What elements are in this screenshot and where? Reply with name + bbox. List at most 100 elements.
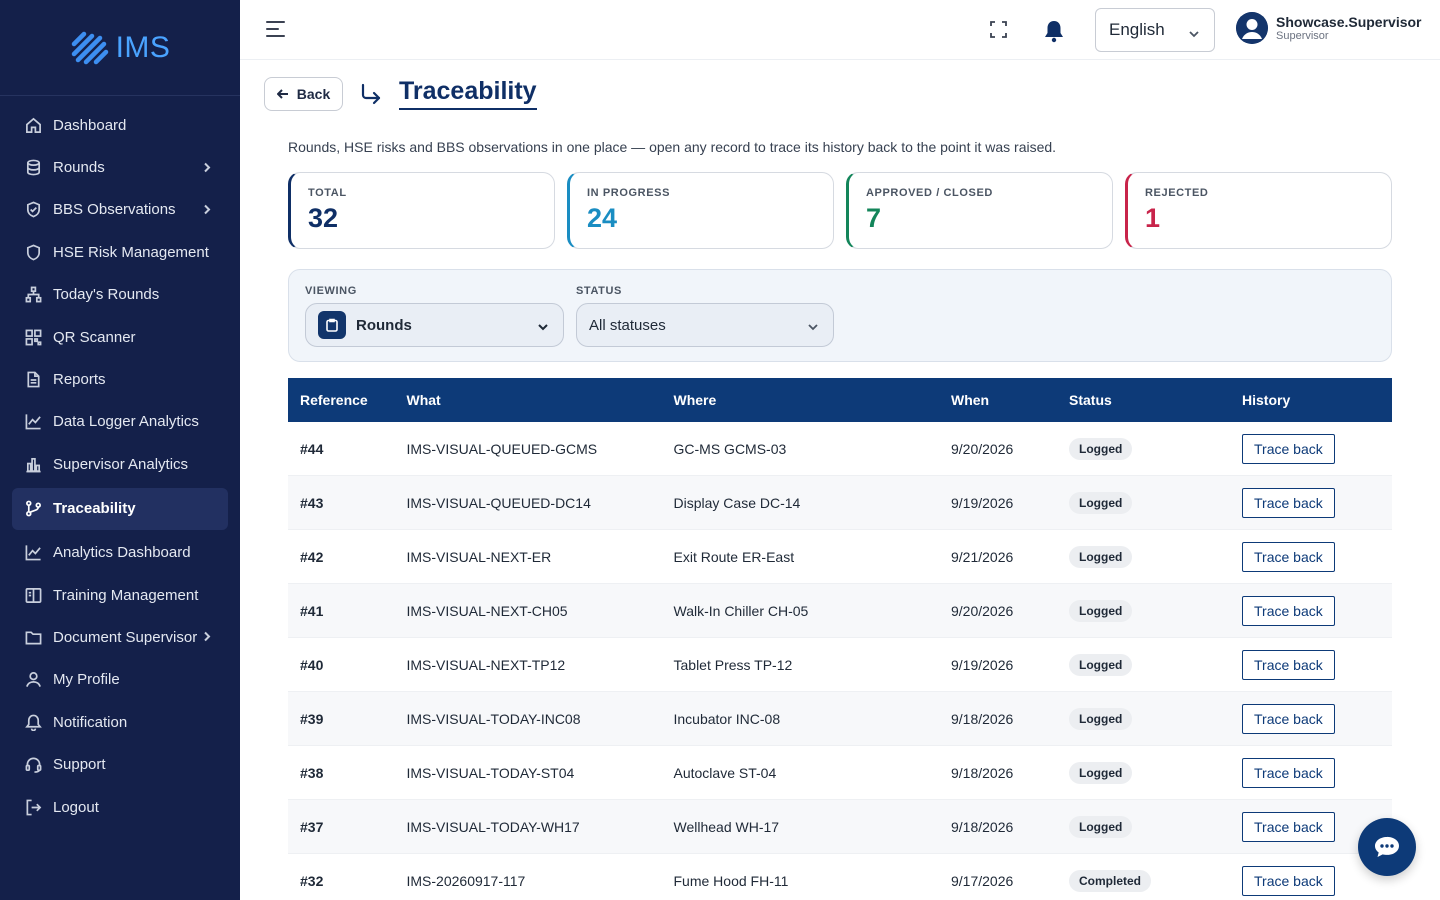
- back-button[interactable]: Back: [264, 77, 343, 111]
- chevron-right-icon: [202, 201, 212, 218]
- trace-back-button[interactable]: Trace back: [1242, 541, 1335, 572]
- line-chart-icon: [24, 413, 42, 431]
- trace-back-button[interactable]: Trace back: [1242, 703, 1335, 734]
- cell-what: IMS-VISUAL-TODAY-WH17: [406, 818, 580, 835]
- sidebar-item-support[interactable]: Support: [0, 743, 240, 785]
- sidebar-item-my-profile[interactable]: My Profile: [0, 659, 240, 701]
- cell-where: Walk-In Chiller CH-05: [673, 602, 809, 619]
- trace-back-button[interactable]: Trace back: [1242, 433, 1335, 464]
- status-badge: Completed: [1069, 869, 1152, 892]
- sidebar-item-document-supervisor[interactable]: Document Supervisor: [0, 616, 240, 658]
- menu-toggle-icon[interactable]: [266, 21, 285, 37]
- chevron-right-icon: [202, 159, 212, 176]
- cell-what: IMS-VISUAL-TODAY-ST04: [406, 764, 575, 781]
- filter-panel: VIEWING Rounds STATUS All statuses: [288, 269, 1392, 362]
- sidebar-item-qr-scanner[interactable]: QR Scanner: [0, 316, 240, 358]
- sidebar-item-label: Notification: [53, 713, 128, 731]
- language-value: English: [1109, 20, 1165, 39]
- sidebar-item-dashboard[interactable]: Dashboard: [0, 104, 240, 146]
- trace-back-button[interactable]: Trace back: [1242, 595, 1335, 626]
- sidebar-item-analytics-dashboard[interactable]: Analytics Dashboard: [0, 532, 240, 574]
- cell-reference: #42: [300, 548, 324, 565]
- cell-what: IMS-VISUAL-NEXT-TP12: [406, 656, 566, 673]
- cell-when: 9/18/2026: [951, 818, 1014, 835]
- cell-where: Wellhead WH-17: [673, 818, 780, 835]
- status-badge: Logged: [1069, 761, 1133, 784]
- sidebar-item-traceability[interactable]: Traceability: [12, 487, 228, 530]
- qr-code-icon: [24, 328, 42, 346]
- sidebar-item-rounds[interactable]: Rounds: [0, 146, 240, 188]
- table-row: #41 IMS-VISUAL-NEXT-CH05 Walk-In Chiller C…: [288, 584, 1392, 638]
- notification-bell-icon[interactable]: [1043, 19, 1065, 43]
- user-menu[interactable]: Showcase.Supervisor Supervisor: [1236, 12, 1422, 44]
- shield-icon: [24, 243, 42, 261]
- sidebar-item-label: Reports: [53, 371, 106, 389]
- sidebar-item-data-logger-analytics[interactable]: Data Logger Analytics: [0, 401, 240, 443]
- top-header: English Showcase.Supervisor Supervisor: [240, 0, 1440, 60]
- sidebar-item-reports[interactable]: Reports: [0, 358, 240, 400]
- cell-when: 9/19/2026: [951, 656, 1014, 673]
- cell-when: 9/18/2026: [951, 710, 1014, 727]
- stat-card-total: TOTAL 32: [288, 172, 555, 249]
- sidebar-item-bbs-observations[interactable]: BBS Observations: [0, 189, 240, 231]
- app-logo[interactable]: IMS: [0, 0, 240, 96]
- table-row: #37 IMS-VISUAL-TODAY-WH17 Wellhead WH-17 9/…: [288, 800, 1392, 854]
- table-row: #40 IMS-VISUAL-NEXT-TP12 Tablet Press TP-1…: [288, 638, 1392, 692]
- viewing-select[interactable]: Rounds: [305, 303, 564, 347]
- sidebar-item-supervisor-analytics[interactable]: Supervisor Analytics: [0, 443, 240, 485]
- cell-when: 9/20/2026: [951, 440, 1014, 457]
- table-row: #39 IMS-VISUAL-TODAY-INC08 Incubator INC-0…: [288, 692, 1392, 746]
- main-content: Back Traceability Rounds, HSE risks and …: [240, 60, 1440, 900]
- cell-when: 9/18/2026: [951, 764, 1014, 781]
- sidebar-item-label: Dashboard: [53, 116, 127, 134]
- cell-reference: #39: [300, 710, 324, 727]
- cell-where: Display Case DC-14: [673, 494, 801, 511]
- cell-where: Autoclave ST-04: [673, 764, 777, 781]
- cell-reference: #43: [300, 494, 324, 511]
- fullscreen-icon[interactable]: [990, 21, 1007, 38]
- bell-icon: [24, 713, 42, 731]
- logo-text: IMS: [115, 30, 171, 64]
- cell-where: Exit Route ER-East: [673, 548, 795, 565]
- language-select[interactable]: English: [1095, 8, 1215, 52]
- sidebar-item-label: Training Management: [53, 586, 199, 604]
- trace-back-button[interactable]: Trace back: [1242, 649, 1335, 680]
- trace-back-button[interactable]: Trace back: [1242, 487, 1335, 518]
- column-header-reference: Reference: [300, 392, 368, 408]
- cell-reference: #37: [300, 818, 324, 835]
- trace-back-button[interactable]: Trace back: [1242, 757, 1335, 788]
- stats-cards: TOTAL 32 IN PROGRESS 24 APPROVED / CLOSED 7 RE…: [288, 172, 1392, 249]
- column-header-history: History: [1242, 392, 1291, 408]
- cell-when: 9/17/2026: [951, 872, 1014, 889]
- trace-back-button[interactable]: Trace back: [1242, 811, 1335, 842]
- chat-button[interactable]: [1358, 818, 1416, 876]
- table-row: #32 IMS-20260917-117 Fume Hood FH-11 9/17/2…: [288, 854, 1392, 900]
- stat-label: APPROVED / CLOSED: [866, 187, 993, 199]
- user-role: Supervisor: [1276, 29, 1329, 42]
- status-label: STATUS: [576, 285, 622, 297]
- cell-when: 9/19/2026: [951, 494, 1014, 511]
- trace-back-button[interactable]: Trace back: [1242, 865, 1335, 896]
- sidebar-item-notification[interactable]: Notification: [0, 701, 240, 743]
- sidebar-item-hse-risk-management[interactable]: HSE Risk Management: [0, 231, 240, 273]
- home-icon: [24, 116, 42, 134]
- database-icon: [24, 159, 42, 177]
- sidebar-nav: Dashboard Rounds BBS Observations HSE Risk …: [0, 96, 240, 828]
- chevron-down-icon: [1188, 25, 1200, 45]
- avatar: [1236, 12, 1268, 44]
- chat-icon: [1375, 836, 1399, 857]
- status-select[interactable]: All statuses: [576, 303, 834, 347]
- cell-reference: #40: [300, 656, 324, 673]
- sidebar-item-logout[interactable]: Logout: [0, 786, 240, 828]
- sidebar-item-today-s-rounds[interactable]: Today's Rounds: [0, 274, 240, 316]
- status-badge: Logged: [1069, 815, 1133, 838]
- sidebar-item-label: QR Scanner: [53, 328, 136, 346]
- cell-where: Fume Hood FH-11: [673, 872, 789, 889]
- stat-value: 7: [866, 203, 882, 233]
- cell-where: Incubator INC-08: [673, 710, 781, 727]
- sidebar-item-training-management[interactable]: Training Management: [0, 574, 240, 616]
- cell-when: 9/21/2026: [951, 548, 1014, 565]
- cell-what: IMS-VISUAL-TODAY-INC08: [406, 710, 581, 727]
- folder-icon: [24, 628, 42, 646]
- traceability-table: Reference What Where When Status History #44 I…: [288, 378, 1392, 900]
